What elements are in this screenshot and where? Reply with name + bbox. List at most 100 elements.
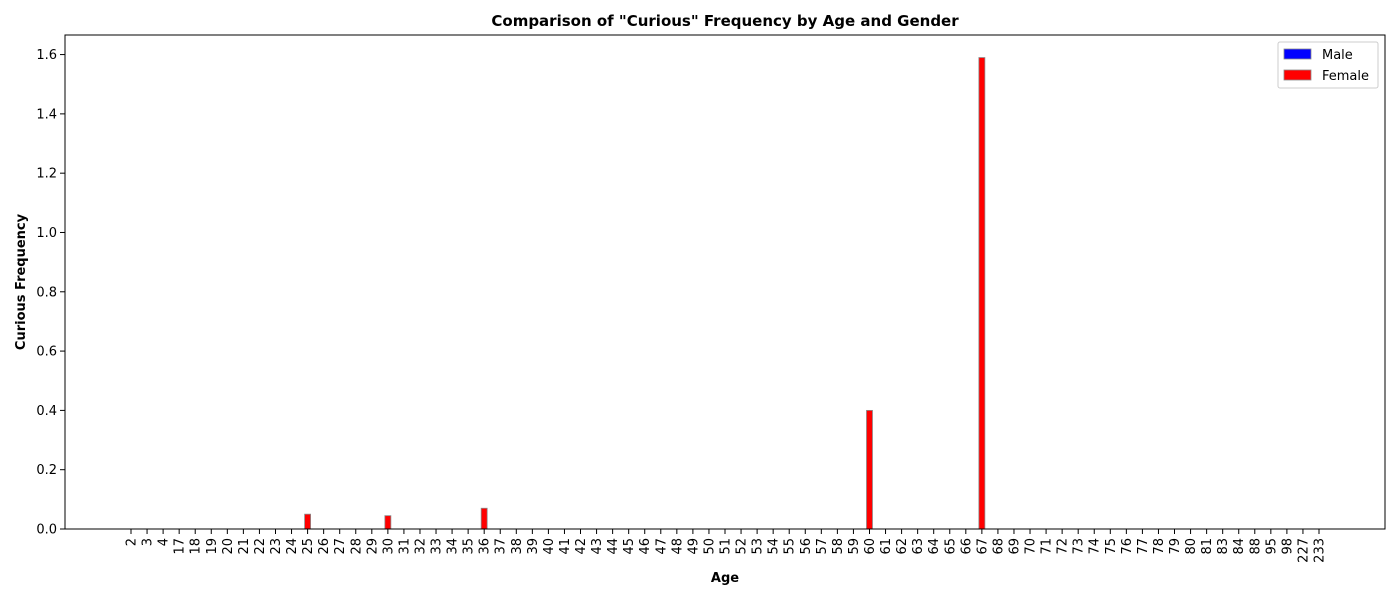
x-tick-label: 21 — [237, 538, 252, 555]
x-tick-label: 51 — [719, 538, 734, 555]
x-tick-label: 28 — [349, 538, 364, 555]
x-tick-label: 53 — [751, 538, 766, 555]
x-tick-label: 25 — [301, 538, 316, 555]
x-tick-label: 34 — [446, 538, 461, 555]
x-tick-label: 78 — [1152, 538, 1167, 555]
x-tick-label: 49 — [686, 538, 701, 555]
x-tick-label: 57 — [815, 538, 830, 555]
x-tick-label: 56 — [799, 538, 814, 555]
x-tick-label: 44 — [606, 538, 621, 555]
x-tick-label: 27 — [333, 538, 348, 555]
x-tick-label: 22 — [253, 538, 268, 555]
x-tick-label: 2 — [125, 538, 140, 546]
x-tick-label: 37 — [494, 538, 509, 555]
x-tick-label: 63 — [911, 538, 926, 555]
x-tick-label: 41 — [558, 538, 573, 555]
x-tick-label: 58 — [831, 538, 846, 555]
x-tick-label: 24 — [285, 538, 300, 555]
bar-female — [480, 507, 488, 530]
y-tick-label: 1.0 — [36, 226, 57, 241]
x-tick-label: 75 — [1104, 538, 1119, 555]
x-tick-label: 72 — [1056, 538, 1071, 555]
x-tick-label: 47 — [654, 538, 669, 555]
x-tick-label: 54 — [767, 538, 782, 555]
x-tick-label: 60 — [863, 538, 878, 555]
x-tick-label: 3 — [141, 538, 156, 546]
bar-female — [978, 57, 986, 530]
x-tick-label: 76 — [1120, 538, 1135, 555]
y-tick-label: 0.6 — [36, 345, 57, 360]
x-tick-label: 33 — [430, 538, 445, 555]
x-tick-label: 62 — [895, 538, 910, 555]
x-tick-label: 55 — [783, 538, 798, 555]
x-tick-label: 67 — [975, 538, 990, 555]
x-tick-label: 84 — [1232, 538, 1247, 555]
x-tick-label: 64 — [927, 538, 942, 555]
x-tick-label: 29 — [365, 538, 380, 555]
bar-female — [304, 513, 311, 530]
x-tick-label: 45 — [622, 538, 637, 555]
x-tick-label: 23 — [269, 538, 284, 555]
y-tick-label: 0.8 — [36, 285, 57, 300]
x-tick-label: 31 — [397, 538, 412, 555]
x-tick-label: 73 — [1072, 538, 1087, 555]
y-tick-label: 0.4 — [36, 404, 57, 419]
x-tick-label: 95 — [1264, 538, 1279, 555]
x-tick-label: 18 — [189, 538, 204, 555]
x-tick-label: 65 — [943, 538, 958, 555]
x-tick-label: 227 — [1296, 538, 1311, 563]
x-tick-label: 50 — [702, 538, 717, 555]
chart-title: Comparison of "Curious" Frequency by Age… — [491, 12, 959, 30]
x-tick-label: 98 — [1280, 538, 1295, 555]
x-tick-label: 68 — [991, 538, 1006, 555]
legend-swatch-female — [1283, 69, 1312, 81]
bars-group — [304, 57, 986, 530]
x-tick-label: 20 — [221, 538, 236, 555]
x-tick-label: 48 — [670, 538, 685, 555]
x-tick-label: 88 — [1248, 538, 1263, 555]
x-tick-label: 77 — [1136, 538, 1151, 555]
x-axis-title: Age — [711, 571, 739, 586]
x-tick-label: 39 — [526, 538, 541, 555]
x-tick-label: 42 — [574, 538, 589, 555]
y-tick-label: 0.0 — [36, 523, 57, 538]
bar-female — [866, 409, 873, 530]
x-tick-label: 71 — [1040, 538, 1055, 555]
x-tick-label: 83 — [1216, 538, 1231, 555]
x-tick-label: 19 — [205, 538, 220, 555]
x-tick-label: 30 — [381, 538, 396, 555]
x-tick-label: 66 — [959, 538, 974, 555]
x-tick-label: 81 — [1200, 538, 1215, 555]
x-tick-label: 26 — [317, 538, 332, 555]
legend-label-male: Male — [1322, 48, 1353, 63]
x-tick-label: 79 — [1168, 538, 1183, 555]
x-tick-label: 4 — [157, 538, 172, 546]
x-tick-label: 35 — [462, 538, 477, 555]
x-axis: 2 3 4 17 18 19 20 21 22 23 24 25 26 27 28 29 30 31 32 33 34 3… — [125, 529, 1328, 563]
plot-frame — [64, 34, 1386, 530]
x-tick-label: 32 — [413, 538, 428, 555]
x-tick-label: 46 — [638, 538, 653, 555]
x-tick-label: 17 — [173, 538, 188, 555]
y-axis-title: Curious Frequency — [14, 213, 29, 350]
x-tick-label: 80 — [1184, 538, 1199, 555]
legend: Male Female — [1277, 41, 1379, 89]
x-tick-label: 69 — [1007, 538, 1022, 555]
y-axis: 0.0 0.2 0.4 0.6 0.8 1.0 1.2 1.4 1.6 — [36, 48, 65, 538]
y-tick-label: 1.2 — [36, 167, 57, 182]
x-tick-label: 40 — [542, 538, 557, 555]
x-tick-label: 70 — [1024, 538, 1039, 555]
x-tick-label: 233 — [1313, 538, 1328, 563]
x-tick-label: 74 — [1088, 538, 1103, 555]
x-tick-label: 43 — [590, 538, 605, 555]
y-tick-label: 1.4 — [36, 107, 57, 122]
x-tick-label: 52 — [735, 538, 750, 555]
legend-swatch-male — [1283, 48, 1312, 60]
y-tick-label: 1.6 — [36, 48, 57, 63]
x-tick-label: 36 — [478, 538, 493, 555]
bar-female — [384, 515, 392, 530]
x-tick-label: 38 — [510, 538, 525, 555]
legend-label-female: Female — [1322, 69, 1369, 84]
x-tick-label: 61 — [879, 538, 894, 555]
